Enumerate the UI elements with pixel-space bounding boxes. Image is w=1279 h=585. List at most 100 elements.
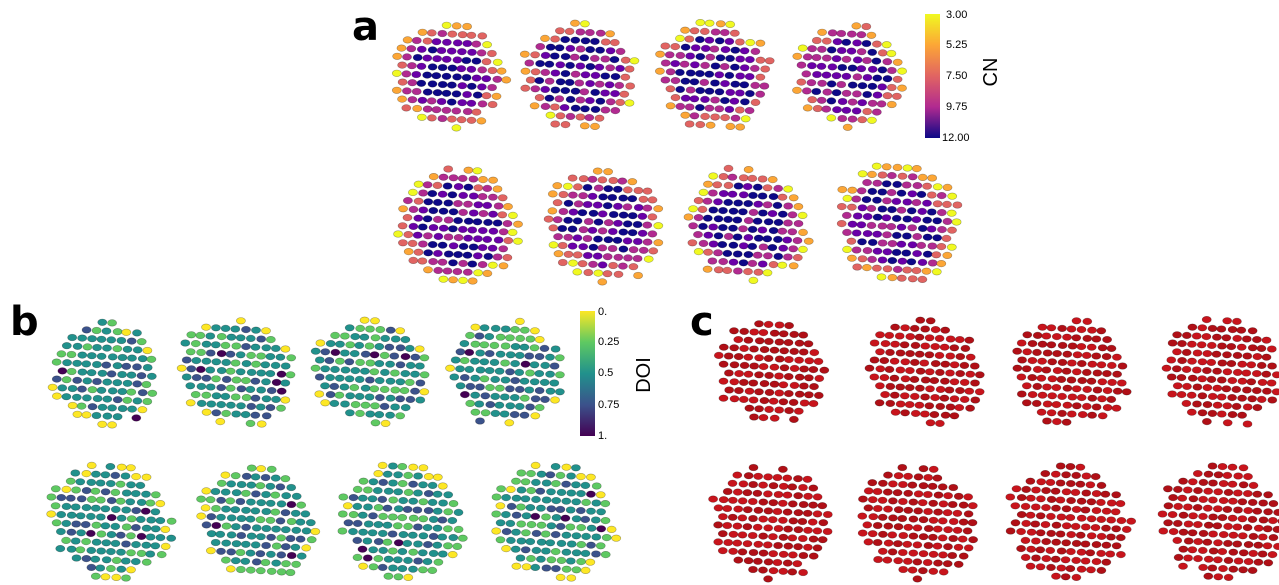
atom — [788, 535, 797, 542]
atom — [1223, 420, 1232, 427]
atom — [812, 71, 821, 78]
atom — [429, 173, 438, 180]
atom — [520, 395, 529, 402]
atom — [396, 413, 405, 420]
atom — [57, 511, 66, 518]
atom — [409, 481, 418, 488]
atom — [912, 267, 921, 274]
atom — [778, 194, 787, 201]
atom — [885, 349, 894, 356]
atom — [287, 518, 296, 525]
atom — [374, 538, 383, 545]
atom — [427, 98, 436, 105]
atom — [724, 370, 733, 377]
atom — [838, 64, 847, 71]
atom — [923, 491, 932, 498]
atom — [93, 344, 102, 351]
atom — [488, 211, 497, 218]
atom — [396, 362, 405, 369]
atom — [1233, 541, 1242, 548]
atom — [784, 390, 793, 397]
atom — [769, 499, 778, 506]
atom — [715, 89, 724, 96]
atom — [1182, 383, 1191, 390]
atom — [1173, 383, 1182, 390]
atom — [526, 504, 535, 511]
atom — [232, 343, 241, 350]
atom — [473, 92, 482, 99]
atom — [501, 343, 510, 350]
atom — [1248, 396, 1257, 403]
atom — [540, 396, 549, 403]
atom — [398, 548, 407, 555]
atom — [1082, 403, 1091, 410]
atom — [418, 258, 427, 265]
atom — [460, 340, 469, 347]
atom — [769, 482, 778, 489]
atom — [531, 396, 540, 403]
atom — [434, 267, 443, 274]
atom — [276, 354, 285, 361]
atom — [132, 364, 141, 371]
atom — [852, 108, 861, 115]
atom — [78, 352, 87, 359]
atom — [376, 326, 385, 333]
atom — [924, 508, 933, 515]
atom — [920, 411, 929, 418]
atom — [783, 560, 792, 567]
atom — [246, 386, 255, 393]
atom — [837, 81, 846, 88]
atom — [930, 411, 939, 418]
atom — [556, 523, 565, 530]
atom — [551, 463, 560, 470]
atom — [448, 192, 457, 199]
atom — [935, 352, 944, 359]
atom — [545, 354, 554, 361]
atom — [573, 218, 582, 225]
atom — [506, 520, 515, 527]
atom — [1237, 327, 1246, 334]
atom — [493, 220, 502, 227]
atom — [498, 212, 507, 219]
atom — [1193, 555, 1202, 562]
atom — [822, 72, 831, 79]
atom — [1198, 393, 1207, 400]
atom — [893, 164, 902, 171]
atom — [838, 98, 847, 105]
atom — [733, 540, 742, 547]
atom — [1036, 547, 1045, 554]
atom — [913, 559, 922, 566]
atom — [965, 337, 974, 344]
atom — [1023, 349, 1032, 356]
atom — [380, 403, 389, 410]
atom — [744, 217, 753, 224]
atom — [583, 252, 592, 259]
particle — [1006, 463, 1136, 581]
atom — [896, 401, 905, 408]
atom — [875, 400, 884, 407]
atom — [551, 531, 560, 538]
atom — [857, 222, 866, 229]
atom — [581, 482, 590, 489]
atom — [217, 367, 226, 374]
atom — [909, 499, 918, 506]
atom — [567, 541, 576, 548]
atom — [141, 491, 150, 498]
atom — [1224, 489, 1233, 496]
atom — [1017, 494, 1026, 501]
atom — [770, 330, 779, 337]
atom — [490, 359, 499, 366]
atom — [808, 519, 817, 526]
atom — [814, 358, 823, 365]
atom — [96, 565, 105, 572]
atom — [919, 516, 928, 523]
atom — [1264, 560, 1273, 567]
atom — [493, 76, 502, 83]
atom — [1116, 551, 1125, 558]
atom — [202, 409, 211, 416]
atom — [388, 480, 397, 487]
atom — [91, 573, 100, 580]
atom — [604, 236, 613, 243]
atom — [428, 241, 437, 248]
atom — [921, 326, 930, 333]
